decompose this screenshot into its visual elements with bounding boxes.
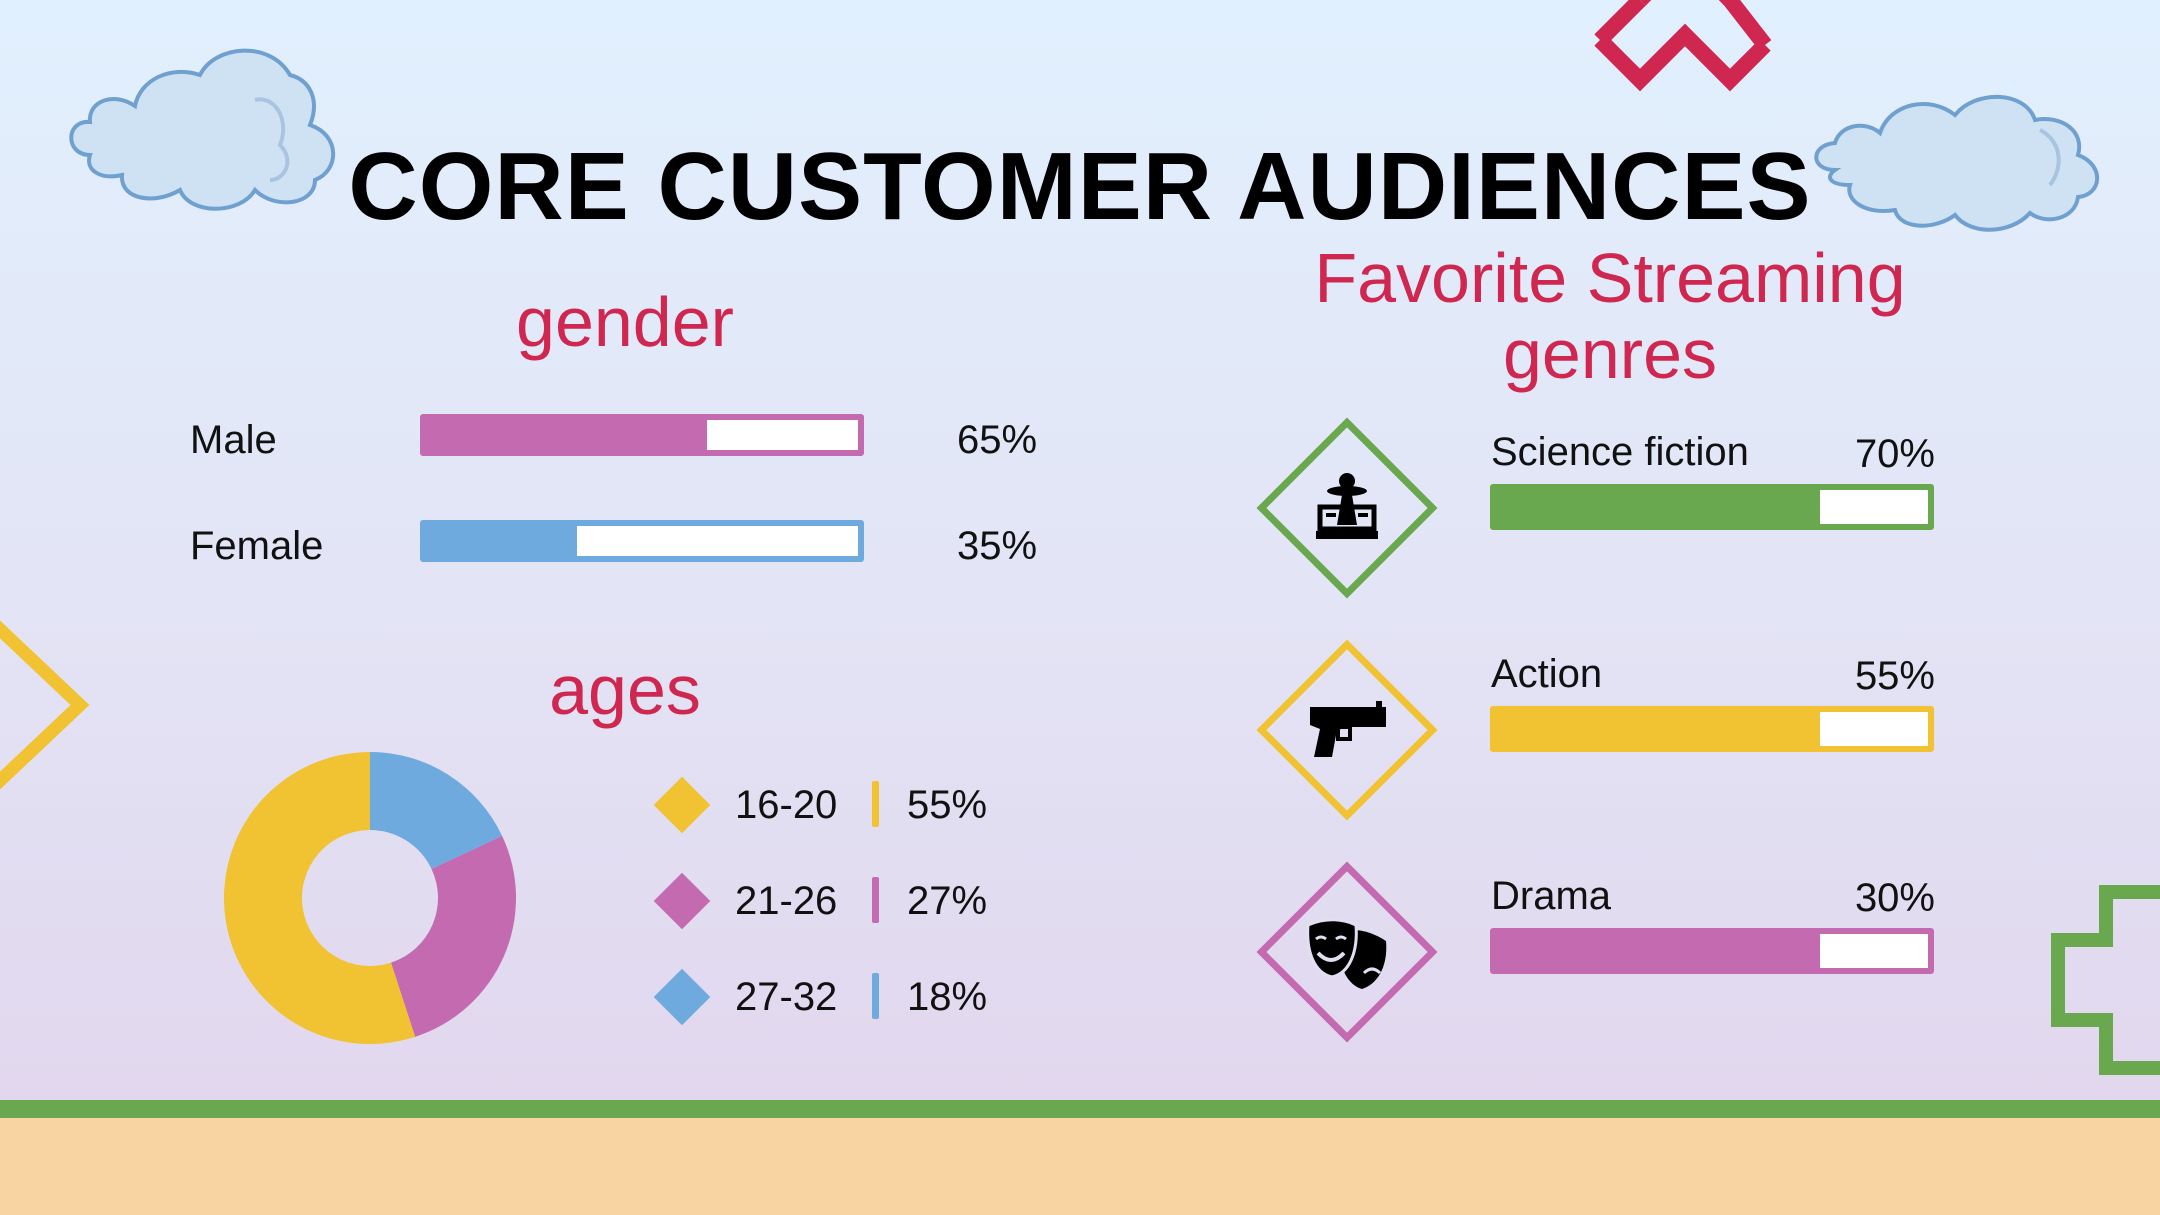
- age-label-21-26: 21-26: [735, 879, 838, 923]
- zigzag-shape: [1594, 0, 1772, 92]
- pistol-icon: [1310, 701, 1386, 757]
- background: [0, 0, 2160, 1100]
- age-value-21-26: 27%: [907, 879, 988, 923]
- genres-heading-line1: Favorite Streaming: [1314, 239, 1906, 317]
- gender-bar-female: [420, 520, 864, 562]
- age-value-16-20: 55%: [907, 783, 988, 827]
- gender-bar-male: [420, 414, 864, 456]
- genre-value-drama: 30%: [1854, 876, 1935, 920]
- age-value-27-32: 18%: [907, 975, 988, 1019]
- ground: [0, 1118, 2160, 1215]
- gender-value-female: 35%: [957, 524, 1038, 568]
- genre-value-scifi: 70%: [1854, 432, 1935, 476]
- legend-divider: [872, 973, 879, 1019]
- gender-heading: gender: [516, 283, 734, 361]
- ages-heading: ages: [549, 651, 701, 729]
- cloud-icon: [69, 48, 336, 211]
- chevron-shape: [0, 620, 90, 790]
- genre-bar-action: [1490, 706, 1934, 752]
- gender-value-male: 65%: [957, 418, 1038, 462]
- genre-label-scifi: Science fiction: [1491, 430, 1749, 474]
- ages-donut-chart: [223, 752, 516, 1044]
- legend-divider: [872, 877, 879, 923]
- genre-bar-drama-fill: [1496, 934, 1820, 968]
- gender-bar-female-fill: [426, 526, 578, 556]
- ground-line: [0, 1100, 2160, 1118]
- legend-divider: [872, 781, 879, 827]
- genres-heading-line2: genres: [1502, 315, 1718, 393]
- theater-masks-icon: [1306, 918, 1387, 989]
- donut-slice-21-26: [391, 835, 516, 1037]
- genre-label-action: Action: [1491, 652, 1603, 696]
- donut-slice-27-32: [370, 752, 503, 870]
- cloud-icon: [1814, 94, 2100, 232]
- genre-bar-drama: [1490, 928, 1934, 974]
- gender-label-male: Male: [190, 418, 277, 462]
- gender-bar-male-fill: [426, 420, 707, 450]
- age-label-16-20: 16-20: [735, 783, 838, 827]
- cross-shape: [2051, 885, 2160, 1075]
- genre-bar-scifi: [1490, 484, 1934, 530]
- gender-label-female: Female: [190, 524, 324, 568]
- genres-heading: Favorite Streaming genres: [1210, 238, 2010, 394]
- genre-value-action: 55%: [1854, 654, 1935, 698]
- age-label-27-32: 27-32: [735, 975, 838, 1019]
- alien-ufo-icon: [1316, 473, 1378, 539]
- genre-label-drama: Drama: [1491, 874, 1612, 918]
- page-title: CORE CUSTOMER AUDIENCES: [348, 133, 1812, 240]
- genre-bar-scifi-fill: [1496, 490, 1820, 524]
- genre-bar-action-fill: [1496, 712, 1820, 746]
- donut-slice-16-20: [223, 752, 416, 1044]
